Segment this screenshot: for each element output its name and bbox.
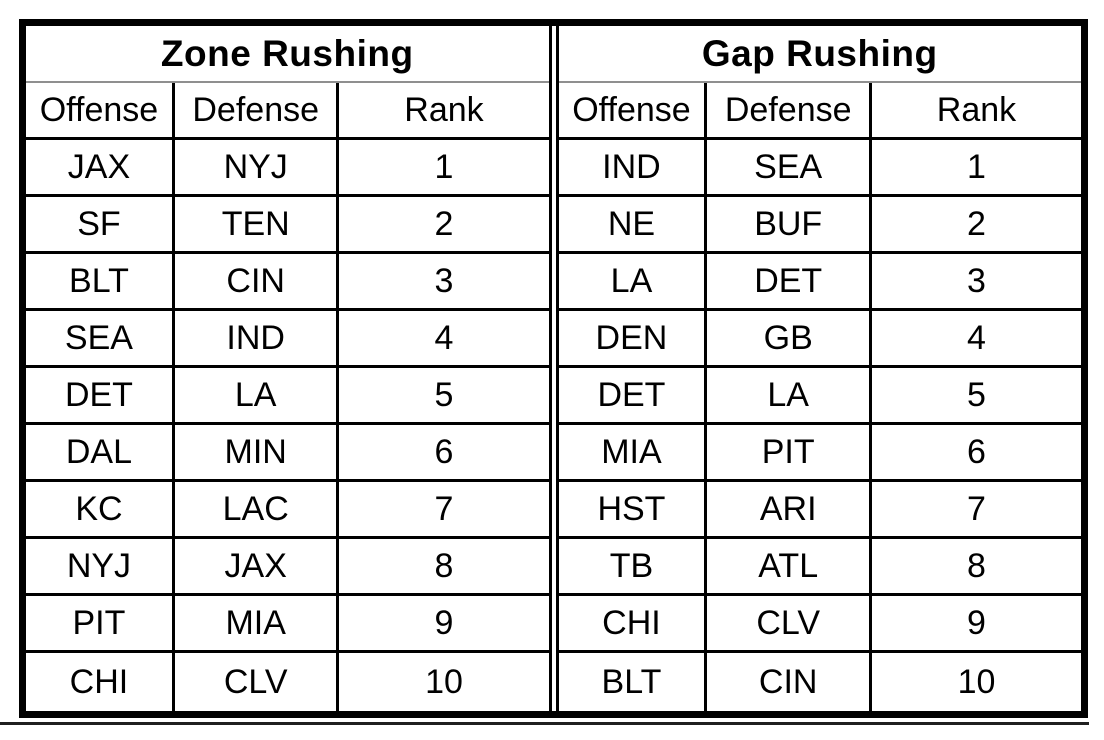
- defense-cell: TEN: [175, 197, 340, 251]
- offense-cell: DET: [559, 368, 708, 422]
- offense-cell: CHI: [26, 653, 175, 711]
- defense-cell: CLV: [707, 596, 872, 650]
- offense-cell: NE: [559, 197, 708, 251]
- offense-cell: NYJ: [26, 539, 175, 593]
- table-row: DET LA 5: [26, 368, 549, 425]
- defense-cell: ATL: [707, 539, 872, 593]
- table-row: SF TEN 2: [26, 197, 549, 254]
- gap-rushing-table: Gap Rushing Offense Defense Rank IND SEA 1…: [555, 26, 1082, 711]
- rank-cell: 9: [434, 603, 454, 642]
- offense-cell: BLT: [559, 653, 708, 711]
- zone-rushing-table: Zone Rushing Offense Defense Rank JAX NYJ…: [26, 26, 552, 711]
- defense-cell: LAC: [175, 482, 340, 536]
- table-row: BLT CIN 3: [26, 254, 549, 311]
- offense-cell: PIT: [26, 596, 175, 650]
- rank-cell: 7: [967, 489, 986, 528]
- defense-cell: SEA: [707, 140, 872, 194]
- column-header-rank: Rank: [936, 90, 1017, 129]
- defense-cell: MIN: [175, 425, 340, 479]
- rank-cell: 1: [434, 147, 454, 186]
- rank-cell: 9: [967, 603, 986, 642]
- offense-cell: BLT: [26, 254, 175, 308]
- defense-cell: LA: [707, 368, 872, 422]
- table-body: JAX NYJ 1 SF TEN 2 BLT CIN 3 SEA IND 4 DET LA 5 DAL MIN 6…: [26, 140, 549, 711]
- defense-cell: CLV: [175, 653, 340, 711]
- offense-cell: DEN: [559, 311, 708, 365]
- table-row: TB ATL 8: [558, 539, 1081, 596]
- rank-cell: 2: [434, 204, 454, 243]
- table-row: CHI CLV 9: [558, 596, 1081, 653]
- column-header-offense: Offense: [559, 83, 708, 137]
- rank-cell: 3: [967, 261, 986, 300]
- defense-cell: DET: [707, 254, 872, 308]
- defense-cell: CIN: [707, 653, 872, 711]
- rank-cell: 5: [967, 375, 986, 414]
- offense-cell: HST: [559, 482, 708, 536]
- rank-cell: 4: [967, 318, 986, 357]
- table-row: PIT MIA 9: [26, 596, 549, 653]
- table-body: IND SEA 1 NE BUF 2 LA DET 3 DEN GB 4 DET LA 5 MIA PIT 6 HS…: [558, 140, 1082, 711]
- offense-cell: LA: [559, 254, 708, 308]
- table-row: BLT CIN 10: [559, 653, 1082, 711]
- bottom-rule: [0, 722, 1089, 725]
- rank-cell: 1: [967, 147, 986, 186]
- column-header-defense: Defense: [175, 83, 340, 137]
- rank-cell: 8: [967, 546, 986, 585]
- table-header-row: Offense Defense Rank: [558, 83, 1081, 140]
- offense-cell: DAL: [26, 425, 175, 479]
- offense-cell: TB: [559, 539, 708, 593]
- rank-cell: 6: [434, 432, 454, 471]
- defense-cell: CIN: [175, 254, 340, 308]
- rank-cell: 10: [425, 662, 463, 701]
- column-header-offense: Offense: [26, 83, 175, 137]
- defense-cell: JAX: [175, 539, 340, 593]
- offense-cell: KC: [26, 482, 175, 536]
- tables-frame: Zone Rushing Offense Defense Rank JAX NYJ…: [19, 19, 1088, 718]
- rank-cell: 10: [957, 662, 996, 701]
- defense-cell: PIT: [707, 425, 872, 479]
- defense-cell: IND: [175, 311, 340, 365]
- table-row: DEN GB 4: [558, 311, 1081, 368]
- table-row: MIA PIT 6: [558, 425, 1081, 482]
- column-header-defense: Defense: [707, 83, 872, 137]
- table-row: NYJ JAX 8: [26, 539, 549, 596]
- table-row: HST ARI 7: [558, 482, 1081, 539]
- defense-cell: BUF: [707, 197, 872, 251]
- rank-cell: 8: [434, 546, 454, 585]
- defense-cell: MIA: [175, 596, 340, 650]
- table-row: LA DET 3: [558, 254, 1081, 311]
- column-header-rank: Rank: [404, 90, 484, 129]
- table-header-row: Offense Defense Rank: [26, 83, 549, 140]
- offense-cell: IND: [559, 140, 708, 194]
- table-row: NE BUF 2: [558, 197, 1081, 254]
- rank-cell: 2: [967, 204, 986, 243]
- offense-cell: CHI: [559, 596, 708, 650]
- rank-cell: 3: [434, 261, 454, 300]
- defense-cell: NYJ: [175, 140, 340, 194]
- defense-cell: ARI: [707, 482, 872, 536]
- rank-cell: 6: [967, 432, 986, 471]
- table-title: Zone Rushing: [26, 26, 549, 83]
- table-row: DAL MIN 6: [26, 425, 549, 482]
- offense-cell: DET: [26, 368, 175, 422]
- rank-cell: 5: [434, 375, 454, 414]
- offense-cell: SF: [26, 197, 175, 251]
- table-title: Gap Rushing: [558, 26, 1081, 83]
- table-row: JAX NYJ 1: [26, 140, 549, 197]
- table-row: DET LA 5: [558, 368, 1081, 425]
- offense-cell: JAX: [26, 140, 175, 194]
- defense-cell: LA: [175, 368, 340, 422]
- table-row: IND SEA 1: [558, 140, 1081, 197]
- table-row: SEA IND 4: [26, 311, 549, 368]
- rank-cell: 4: [434, 318, 454, 357]
- defense-cell: GB: [707, 311, 872, 365]
- rank-cell: 7: [434, 489, 454, 528]
- table-row: KC LAC 7: [26, 482, 549, 539]
- offense-cell: SEA: [26, 311, 175, 365]
- offense-cell: MIA: [559, 425, 708, 479]
- table-row: CHI CLV 10: [26, 653, 549, 711]
